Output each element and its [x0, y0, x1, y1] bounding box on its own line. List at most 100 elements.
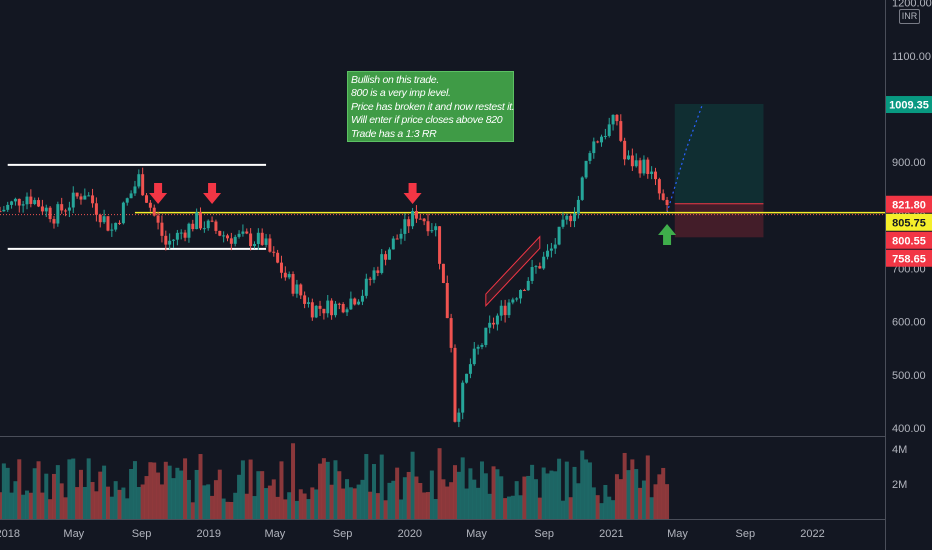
volume-bar [78, 469, 83, 519]
volume-bar [294, 500, 299, 519]
volume-bar [537, 497, 542, 519]
volume-bar [599, 503, 604, 519]
time-tick-label: 2018 [0, 528, 20, 540]
time-tick-label: 2020 [398, 528, 422, 540]
volume-bar [244, 493, 249, 519]
candle-body [160, 222, 164, 236]
candle-body [110, 229, 114, 231]
price-label-text: 821.80 [892, 199, 926, 211]
volume-bar [198, 454, 203, 519]
volume-bar [649, 497, 654, 519]
candle-body [387, 249, 391, 260]
candle-body [299, 284, 303, 296]
candle-body [145, 195, 149, 203]
candle-body [67, 207, 71, 211]
volume-bar [661, 467, 666, 519]
volume-bar [572, 466, 577, 519]
volume-bar [152, 462, 157, 519]
volume-bar [40, 492, 45, 519]
level-lines[interactable] [0, 163, 885, 250]
volume-bar [665, 484, 670, 519]
volume-bar [410, 451, 415, 519]
candle-body [461, 382, 465, 413]
candle-body [573, 213, 577, 222]
candle-body [314, 305, 318, 318]
volume-bars [0, 443, 670, 519]
volume-bar [129, 468, 134, 519]
candle-body [414, 211, 418, 219]
volume-bar [190, 502, 195, 519]
trade-note[interactable]: Bullish on this trade. 800 is a very imp… [347, 71, 515, 142]
volume-bar [618, 479, 623, 519]
drawings[interactable] [149, 183, 677, 307]
candle-body [233, 236, 237, 244]
candle-body [399, 233, 403, 239]
candle-body [303, 295, 307, 304]
trade-position[interactable] [666, 104, 764, 238]
volume-bar [568, 497, 573, 519]
volume-bar [414, 476, 419, 519]
volume-bar [399, 499, 404, 519]
candle-body [6, 204, 10, 210]
volume-bar [51, 473, 56, 519]
candle-body [218, 230, 222, 236]
candle-body [565, 215, 569, 220]
currency-badge[interactable]: INR [899, 9, 920, 24]
volume-bar [352, 488, 357, 519]
volume-bar [144, 476, 149, 519]
candle-body [256, 232, 260, 244]
candle-body [364, 278, 368, 296]
volume-bar [553, 471, 558, 519]
candle-body [465, 373, 469, 383]
volume-bar [237, 474, 242, 519]
volume-bar [345, 479, 350, 519]
candle-body [264, 238, 268, 245]
price-label-box [886, 195, 932, 213]
note-line: 800 is a very imp level. [351, 87, 451, 100]
volume-bar [422, 492, 427, 519]
candle-body [623, 140, 627, 160]
candle-body [295, 284, 299, 294]
volume-tick-label: 4M [892, 444, 907, 456]
volume-bar [557, 458, 562, 519]
price-tick-label: 400.00 [892, 423, 926, 435]
candle-body [468, 364, 472, 374]
volume-bar [426, 492, 430, 519]
candle-body [187, 223, 191, 238]
volume-bar [514, 481, 519, 519]
candle-body [391, 238, 395, 250]
candle-body [79, 196, 83, 200]
volume-bar [318, 463, 323, 519]
candle-body [291, 274, 295, 294]
volume-bar [240, 460, 245, 519]
volume-bar [32, 468, 37, 519]
volume-bar [314, 489, 319, 519]
candle-body [376, 270, 380, 273]
candle-body [372, 270, 376, 280]
candle-body [438, 226, 442, 264]
volume-bar [526, 475, 531, 519]
volume-bar [63, 497, 68, 519]
volume-bar [622, 452, 627, 519]
candle-body [249, 233, 253, 247]
volume-bar [233, 492, 238, 519]
candle-body [526, 280, 530, 291]
candle-body [430, 230, 434, 232]
candle-body [538, 266, 542, 269]
volume-bar [452, 465, 457, 519]
volume-bar [9, 492, 14, 519]
volume-bar [653, 484, 658, 519]
volume-bar [298, 489, 303, 519]
candle-body [615, 114, 619, 122]
candle-body [534, 266, 538, 268]
candle-body [133, 186, 137, 194]
candle-body [530, 267, 534, 281]
candle-body [129, 193, 133, 199]
volume-bar [549, 470, 554, 519]
candle-body [318, 305, 322, 309]
candle-body [480, 344, 484, 347]
candle-body [549, 248, 553, 251]
projection-path [666, 106, 703, 213]
candle-body [60, 204, 64, 211]
candle-body [337, 303, 341, 305]
